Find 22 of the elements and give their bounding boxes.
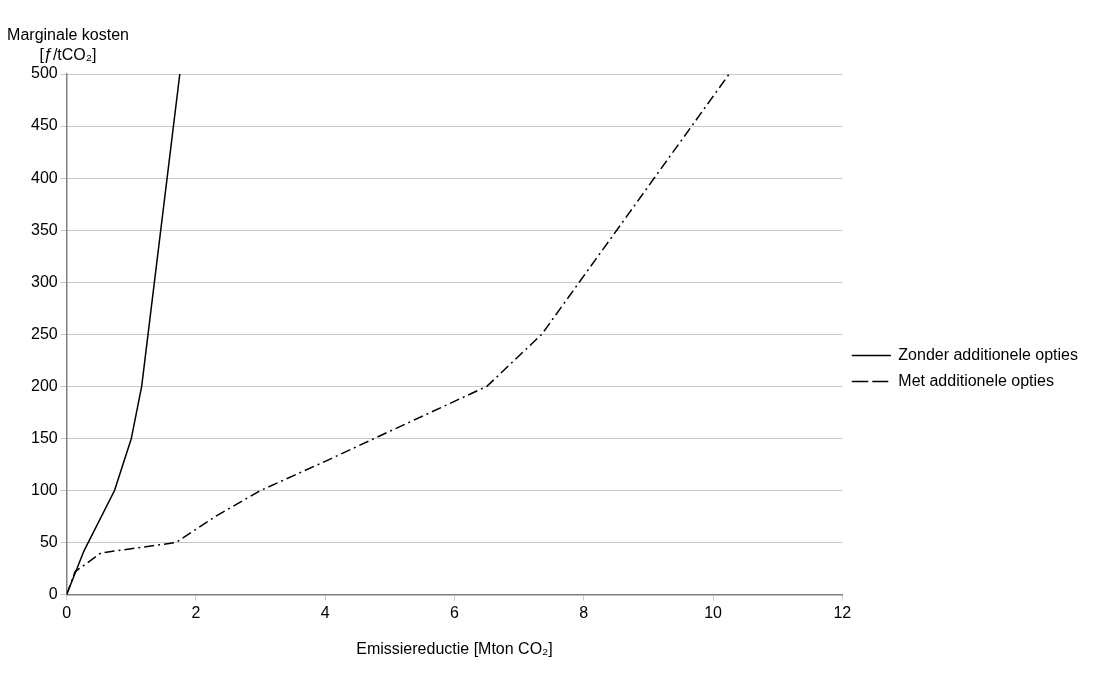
y-tick-label: 400 <box>30 168 58 186</box>
y-tick-label: 450 <box>30 116 58 134</box>
x-tick-label: 4 <box>320 603 330 621</box>
legend-label: Zonder additionele opties <box>898 345 1079 363</box>
x-tick-label: 0 <box>62 603 72 621</box>
y-tick-label: 0 <box>48 585 58 603</box>
x-tick-label: 8 <box>579 603 589 621</box>
y-tick-label: 150 <box>30 428 58 446</box>
x-axis-title: Emissiereductie [Mton CO₂] <box>356 639 553 657</box>
y-axis-title: Marginale kosten [ƒ/tCO₂] <box>7 26 129 64</box>
y-tick-label: 500 <box>30 64 58 82</box>
y-tick-label: 300 <box>30 272 58 290</box>
y-tick-label: 200 <box>30 376 58 394</box>
x-tick-label: 6 <box>450 603 460 621</box>
y-tick-label: 100 <box>30 480 58 498</box>
x-tick-label: 12 <box>833 603 852 621</box>
x-tick-label: 10 <box>704 603 723 621</box>
legend-label: Met additionele opties <box>898 371 1054 389</box>
y-tick-label: 50 <box>39 532 58 550</box>
x-tick-label: 2 <box>191 603 201 621</box>
y-tick-label: 250 <box>30 324 58 342</box>
y-tick-label: 350 <box>30 220 58 238</box>
